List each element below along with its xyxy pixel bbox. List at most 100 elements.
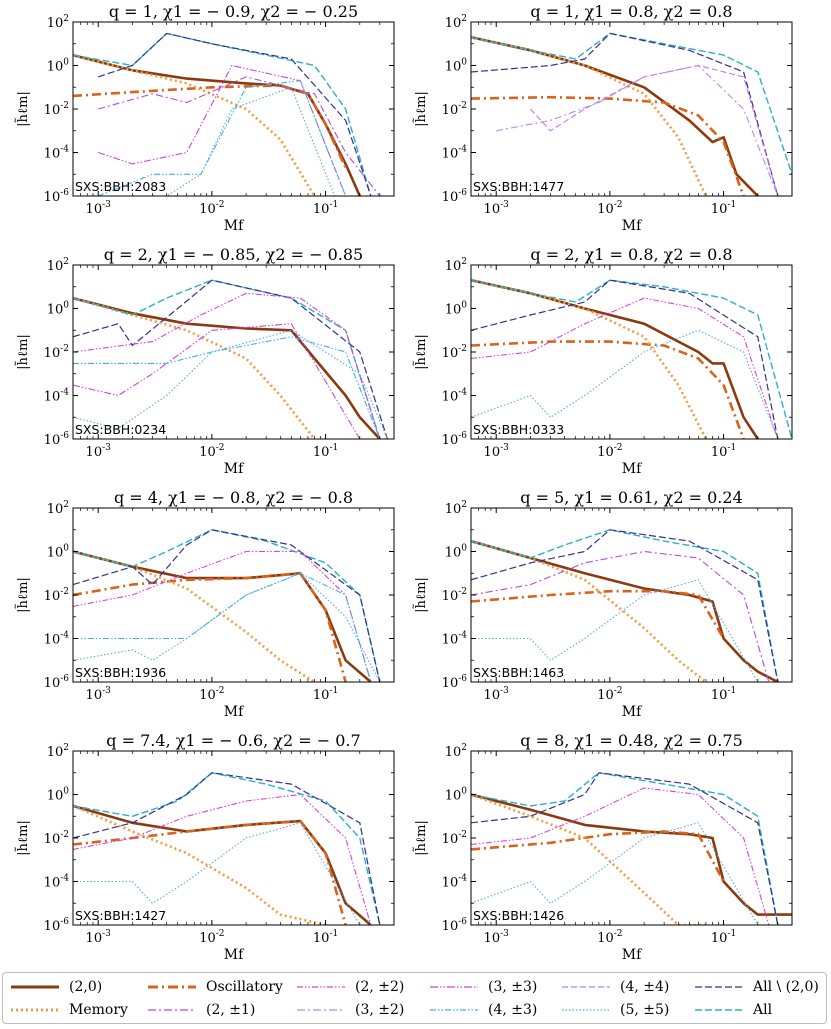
panel-annotation: SXS:BBH:1427 xyxy=(75,908,166,923)
legend-item-oscillatory: Oscillatory xyxy=(146,976,283,998)
y-tick-label: 10-2 xyxy=(442,830,467,847)
series-line-5-5 xyxy=(73,572,381,682)
series-group xyxy=(471,278,792,439)
legend-item-all: All xyxy=(693,999,772,1021)
series-line-2-2 xyxy=(471,787,770,925)
chart-panel: 10-6 10-4 10-2 100 102 10-3 10-2 10-1 q = 7.4, χ… xyxy=(14,731,395,963)
y-tick-label: 10-4 xyxy=(44,145,70,162)
legend-label: All \ (2,0) xyxy=(753,979,819,995)
panel-annotation: SXS:BBH:1426 xyxy=(473,908,564,923)
x-axis-label: Mf xyxy=(224,704,245,720)
series-line-Memory xyxy=(471,278,708,439)
x-tick-label: 10-3 xyxy=(484,443,510,460)
series-line-All-2-0 xyxy=(73,279,388,439)
y-tick-label: 10-6 xyxy=(44,674,70,691)
y-tick-label: 102 xyxy=(47,500,69,517)
y-tick-label: 10-2 xyxy=(44,830,69,847)
chart-panel: 10-6 10-4 10-2 100 102 10-3 10-2 10-1 q = 5, χ1 … xyxy=(412,488,793,720)
legend-item-33: (3, ±3) xyxy=(428,976,537,998)
x-axis-label: Mf xyxy=(224,947,245,963)
panel-annotation: SXS:BBH:0234 xyxy=(75,422,166,437)
series-line-All-2-0 xyxy=(471,279,779,439)
x-tick-label: 10-2 xyxy=(597,200,622,217)
x-tick-label: 10-2 xyxy=(597,929,622,946)
series-line-All xyxy=(73,529,381,682)
x-tick-label: 10-3 xyxy=(86,443,112,460)
x-tick-label: 10-1 xyxy=(711,929,736,946)
y-tick-label: 10-2 xyxy=(44,587,69,604)
series-line-All-2-0 xyxy=(471,32,779,196)
y-axis-label: |h̃ℓm| xyxy=(412,577,429,613)
chart-panel: 10-6 10-4 10-2 100 102 10-3 10-2 10-1 q = 1, χ1 … xyxy=(412,2,793,234)
series-line-Oscillatory xyxy=(471,95,745,196)
series-line-2-0 xyxy=(73,296,381,439)
y-tick-label: 10-4 xyxy=(44,874,70,891)
legend-item-44: (4, ±4) xyxy=(560,976,669,998)
legend-swatch-33 xyxy=(430,986,478,988)
legend-label: (2, ±2) xyxy=(355,979,405,995)
panel-annotation: SXS:BBH:2083 xyxy=(75,179,166,194)
axes-frame xyxy=(72,264,395,440)
series-line-2-0 xyxy=(73,550,372,682)
y-axis-label: |h̃ℓm| xyxy=(412,820,429,856)
x-axis-label: Mf xyxy=(224,461,245,477)
series-line-5-5 xyxy=(73,822,361,925)
series-line-All xyxy=(73,32,372,196)
series-line-Memory xyxy=(73,296,316,439)
y-tick-label: 10-2 xyxy=(44,344,69,361)
x-tick-label: 10-1 xyxy=(711,443,736,460)
x-axis-label: Mf xyxy=(622,704,643,720)
axes-frame xyxy=(470,507,793,683)
legend-label: (3, ±2) xyxy=(355,1002,405,1018)
chart-panel: 10-6 10-4 10-2 100 102 10-3 10-2 10-1 q = 8, χ1 … xyxy=(412,731,793,963)
series-line-2-2 xyxy=(471,297,779,439)
series-line-All-2-0 xyxy=(98,32,372,196)
legend-item-20: (2,0) xyxy=(9,976,102,998)
legend-item-21: (2, ±1) xyxy=(146,999,255,1021)
y-tick-label: 10-4 xyxy=(442,145,468,162)
series-line-3-2 xyxy=(496,64,779,196)
panel-title: q = 2, χ1 = 0.8, χ2 = 0.8 xyxy=(530,245,732,264)
x-axis-label: Mf xyxy=(622,947,643,963)
x-axis-label: Mf xyxy=(622,218,643,234)
series-line-2-2 xyxy=(73,292,381,439)
series-line-All-2-0 xyxy=(73,772,381,925)
y-tick-label: 10-4 xyxy=(44,388,70,405)
legend-swatch-22 xyxy=(297,986,345,988)
series-line-3-3 xyxy=(73,323,361,439)
panel-annotation: SXS:BBH:1463 xyxy=(473,665,564,680)
y-tick-label: 10-6 xyxy=(442,917,468,934)
legend-swatch-all-not-20 xyxy=(695,986,743,988)
y-tick-label: 102 xyxy=(47,257,69,274)
x-axis-label: Mf xyxy=(622,461,643,477)
y-tick-label: 100 xyxy=(47,58,70,75)
series-line-All xyxy=(471,772,779,925)
series-line-4-4 xyxy=(529,64,779,196)
series-group xyxy=(73,279,388,439)
legend-swatch-44 xyxy=(562,986,610,988)
y-tick-label: 102 xyxy=(445,257,467,274)
panel-title: q = 2, χ1 = − 0.85, χ2 = − 0.85 xyxy=(104,245,363,264)
series-line-2-2 xyxy=(73,550,372,682)
series-group xyxy=(471,772,792,925)
legend-swatch-32 xyxy=(297,1009,345,1011)
legend-item-55: (5, ±5) xyxy=(560,999,669,1021)
y-axis-label: |h̃ℓm| xyxy=(14,820,31,856)
panel-title: q = 4, χ1 = − 0.8, χ2 = − 0.8 xyxy=(114,488,353,507)
chart-panel: 10-6 10-4 10-2 100 102 10-3 10-2 10-1 q = 4, χ1 … xyxy=(14,488,395,720)
y-tick-label: 10-2 xyxy=(442,587,467,604)
y-axis-label: |h̃ℓm| xyxy=(14,91,31,127)
series-group xyxy=(73,772,381,925)
x-tick-label: 10-1 xyxy=(313,686,338,703)
legend-item-memory: Memory xyxy=(9,999,128,1021)
series-line-2-0 xyxy=(73,804,372,925)
series-line-All xyxy=(471,279,792,439)
legend-label: (2, ±1) xyxy=(206,1002,256,1018)
legend-label: (2,0) xyxy=(69,979,103,995)
series-line-2-2 xyxy=(73,793,372,925)
series-line-All xyxy=(471,529,779,682)
y-tick-label: 102 xyxy=(47,14,69,31)
x-tick-label: 10-3 xyxy=(86,200,112,217)
series-line-Oscillatory xyxy=(471,340,745,439)
